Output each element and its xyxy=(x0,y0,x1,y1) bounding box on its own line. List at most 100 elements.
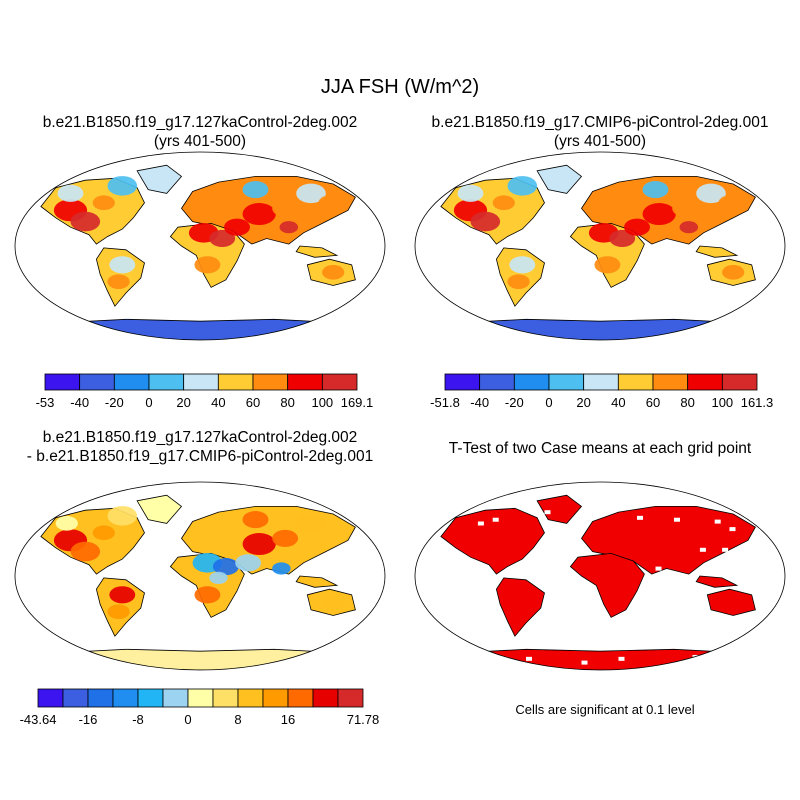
field-cell xyxy=(322,594,345,610)
colorbar-3-label: 0 xyxy=(184,712,191,727)
land-antarctica xyxy=(451,648,749,670)
field-cell xyxy=(194,256,221,274)
colorbar-2-box xyxy=(444,373,481,391)
colorbar-3-label: -43.64 xyxy=(20,712,57,727)
colorbar-2-box xyxy=(617,373,654,391)
colorbar-1-label: 80 xyxy=(280,395,294,410)
field-cell xyxy=(107,604,130,620)
colorbar-1-label: 40 xyxy=(211,395,225,410)
field-cell xyxy=(642,203,676,226)
field-cell xyxy=(70,541,101,562)
field-cell xyxy=(107,176,138,196)
land-southAmerica xyxy=(495,577,545,637)
colorbar-2-label: 20 xyxy=(576,395,590,410)
map-panel-1-field xyxy=(15,152,385,340)
field-cell xyxy=(212,558,239,576)
field-cell xyxy=(55,516,78,531)
colorbar-2-box xyxy=(548,373,585,391)
colorbar-3-box xyxy=(62,688,89,708)
panel-1-title-line1: b.e21.B1850.f19_g17.127kaControl-2deg.00… xyxy=(42,114,358,131)
land-greenland xyxy=(536,164,583,194)
field-cell xyxy=(242,511,269,529)
colorbar-2-label: -51.8 xyxy=(430,395,460,410)
field-cell xyxy=(507,274,530,290)
map-panel-3 xyxy=(14,481,386,671)
map-panel-2-border xyxy=(414,151,786,341)
map-panel-4-border xyxy=(414,481,786,671)
colorbar-2-box xyxy=(687,373,723,391)
field-cell xyxy=(609,229,636,248)
land-antarctica xyxy=(451,318,749,340)
colorbar-1-label: 100 xyxy=(311,395,333,410)
colorbar-2-box xyxy=(513,373,550,391)
panel-4-title: T-Test of two Case means at each grid po… xyxy=(400,439,800,458)
colorbar-3-label: -16 xyxy=(79,712,98,727)
field-cell xyxy=(242,203,276,226)
colorbar-1-box xyxy=(113,373,150,391)
colorbar-1-box xyxy=(79,373,115,391)
field-cell xyxy=(242,181,269,199)
colorbar-2-box xyxy=(583,373,619,391)
field-cell xyxy=(696,183,726,204)
land-australia xyxy=(706,588,756,616)
panel-2-title: b.e21.B1850.f19_g17.CMIP6-piControl-2deg… xyxy=(400,113,800,151)
field-cell xyxy=(209,229,236,248)
field-cells xyxy=(53,176,345,290)
colorbar-2-box xyxy=(721,373,758,391)
colorbar-3-box xyxy=(312,688,339,708)
field-cell xyxy=(296,183,326,204)
field-cell xyxy=(107,274,130,290)
colorbar-3-box xyxy=(212,688,239,708)
colorbar-2-box xyxy=(479,373,515,391)
colorbar-1-box xyxy=(252,373,289,391)
field-cell xyxy=(296,513,326,534)
field-cell xyxy=(492,195,515,211)
field-cell xyxy=(92,525,115,541)
field-cell xyxy=(624,218,650,236)
colorbar-3-label: 16 xyxy=(281,712,295,727)
land-seAsia xyxy=(695,245,739,258)
panel-4-title-line1: T-Test of two Case means at each grid po… xyxy=(448,440,752,457)
colorbar-2-label: 60 xyxy=(646,395,660,410)
field-cell xyxy=(457,184,484,202)
map-panel-4-field xyxy=(415,482,785,670)
colorbar-3-box xyxy=(162,688,189,708)
map-panel-3-border xyxy=(14,481,386,671)
colorbar-1-label: 0 xyxy=(145,395,152,410)
colorbar-1-label: 20 xyxy=(176,395,190,410)
field-cell xyxy=(242,533,276,556)
field-cell xyxy=(272,529,299,547)
field-cell xyxy=(594,256,621,274)
colorbar-1-label: -40 xyxy=(70,395,89,410)
land-greenland xyxy=(536,494,583,524)
map-panel-1 xyxy=(14,151,386,341)
field-cell xyxy=(209,571,228,584)
colorbar-2: -51.8 -40 -20 0 20 40 60 80 100 161.3 xyxy=(430,373,773,410)
map-panel-2 xyxy=(414,151,786,341)
colorbar-1-label: -53 xyxy=(36,395,55,410)
non-significant-cell xyxy=(655,566,662,571)
field-cell xyxy=(718,195,741,211)
colorbar-3: -43.64 -16 -8 0 8 16 71.78 xyxy=(20,688,379,727)
land-northAmerica xyxy=(440,507,545,575)
figure-title: JJA FSH (W/m^2) xyxy=(320,76,480,98)
field-cell xyxy=(642,181,669,199)
panel-1-title: b.e21.B1850.f19_g17.127kaControl-2deg.00… xyxy=(0,113,400,151)
colorbar-3-box xyxy=(87,688,114,708)
land-seAsia xyxy=(695,575,739,588)
non-significant-cell xyxy=(699,547,706,552)
colorbar-3-box xyxy=(237,688,264,708)
field-cell xyxy=(57,184,84,202)
field-cells xyxy=(453,176,745,290)
colorbar-2-box xyxy=(652,373,689,391)
panel-3-title-line1: b.e21.B1850.f19_g17.127kaControl-2deg.00… xyxy=(42,429,358,446)
field-cells xyxy=(53,506,345,620)
non-significant-cell xyxy=(722,547,729,552)
colorbar-1-label: -20 xyxy=(105,395,124,410)
colorbar-1-label: 60 xyxy=(246,395,260,410)
colorbar-2-label: 40 xyxy=(611,395,625,410)
non-significant-cell xyxy=(714,519,721,524)
land-seAsia xyxy=(295,575,339,588)
colorbar-3-label: -8 xyxy=(132,712,144,727)
